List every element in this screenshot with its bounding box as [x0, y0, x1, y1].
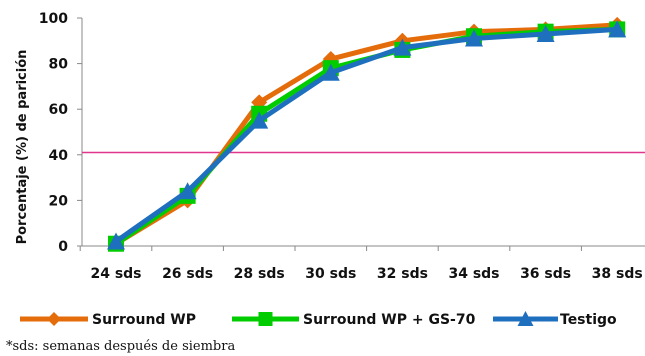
legend-swatch-marker	[517, 311, 534, 326]
footnote: *sds: semanas después de siembra	[6, 339, 235, 354]
data-point	[178, 182, 197, 200]
y-tick-label: 100	[39, 11, 68, 27]
data-point	[321, 63, 340, 81]
x-tick-labels: 24 sds 26 sds 28 sds 30 sds 32 sds 34 sds 36 s…	[79, 246, 643, 282]
x-tick-label: 32 sds	[377, 266, 428, 282]
x-tick-label: 36 sds	[520, 266, 571, 282]
x-tick-label: 34 sds	[448, 266, 499, 282]
y-tick-label: 40	[49, 148, 69, 164]
y-tick-labels: 0 20 40 60 80 100	[39, 11, 82, 255]
y-tick-label: 0	[58, 239, 68, 255]
data-point	[393, 38, 412, 56]
series-1	[108, 16, 626, 252]
legend-swatch-marker	[258, 312, 273, 326]
series-line	[114, 26, 618, 244]
data-point	[536, 24, 555, 42]
x-tick-label: 30 sds	[305, 266, 356, 282]
x-tick-label: 38 sds	[592, 266, 643, 282]
legend-item: Testigo	[493, 311, 617, 328]
x-tick-label: 24 sds	[90, 266, 141, 282]
series-2	[108, 21, 626, 252]
legend-label: Testigo	[560, 312, 617, 328]
legend-item: Surround WP	[20, 312, 196, 328]
data-point	[107, 232, 125, 250]
y-tick-label: 60	[49, 102, 69, 118]
data-point	[608, 20, 627, 38]
legend-item: Surround WP + GS-70	[232, 312, 476, 328]
legend-label: Surround WP + GS-70	[303, 312, 476, 328]
y-tick-label: 80	[49, 57, 69, 73]
series-3	[107, 20, 627, 250]
legend-swatch-marker	[47, 312, 61, 326]
x-tick-label: 28 sds	[234, 266, 285, 282]
legend: Surround WP Surround WP + GS-70 Testigo	[20, 311, 617, 328]
series-group	[107, 16, 627, 252]
y-axis-title: Porcentaje (%) de parición	[15, 50, 30, 245]
x-tick-label: 26 sds	[162, 266, 213, 282]
legend-label: Surround WP	[92, 312, 196, 328]
y-tick-label: 20	[49, 193, 69, 209]
data-point	[250, 111, 269, 129]
data-point	[465, 29, 483, 47]
y-axis-title-text: Porcentaje (%) de parición	[15, 50, 30, 245]
